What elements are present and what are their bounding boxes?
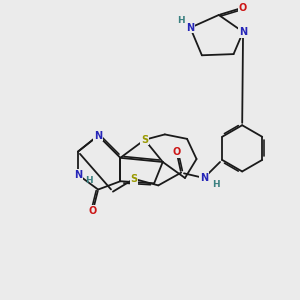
- Text: N: N: [74, 170, 82, 180]
- Text: H: H: [213, 180, 220, 189]
- Text: N: N: [239, 27, 247, 37]
- Text: H: H: [177, 16, 184, 25]
- Text: S: S: [141, 135, 148, 145]
- Text: N: N: [200, 173, 208, 183]
- Text: O: O: [89, 206, 97, 216]
- Text: O: O: [172, 148, 181, 158]
- Text: H: H: [85, 176, 93, 185]
- Text: S: S: [130, 174, 138, 184]
- Text: N: N: [94, 130, 102, 141]
- Text: N: N: [186, 23, 194, 33]
- Text: O: O: [239, 3, 247, 13]
